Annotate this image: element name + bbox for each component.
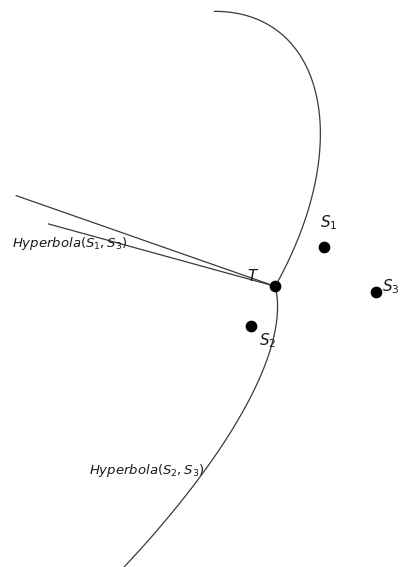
Text: $S_3$: $S_3$ — [382, 277, 400, 295]
Text: $S_1$: $S_1$ — [320, 214, 337, 232]
Text: $T$: $T$ — [247, 268, 259, 284]
Text: $Hyperbola(S_2, S_3)$: $Hyperbola(S_2, S_3)$ — [89, 462, 205, 479]
Text: $S_2$: $S_2$ — [259, 332, 276, 350]
Point — [248, 321, 254, 331]
Point — [320, 242, 327, 251]
Point — [373, 287, 379, 297]
Text: $Hyperbola(S_1, S_3)$: $Hyperbola(S_1, S_3)$ — [12, 235, 128, 252]
Point — [272, 282, 279, 291]
